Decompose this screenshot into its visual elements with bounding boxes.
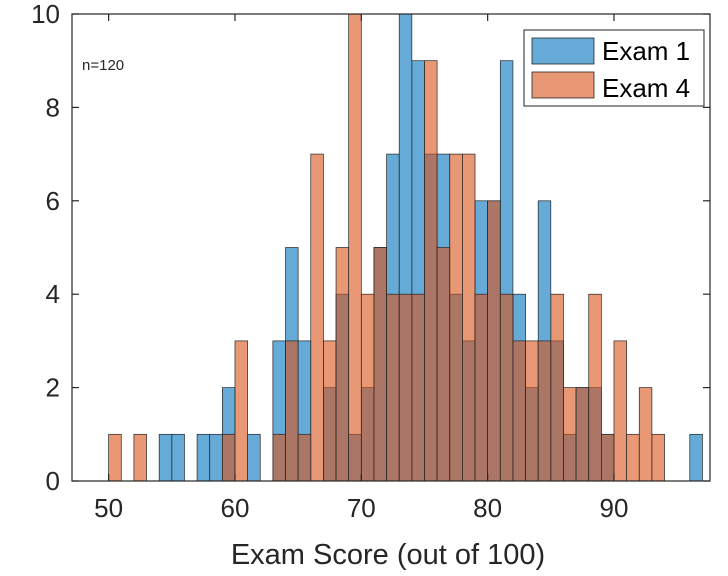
- bar-exam-1-61: [247, 433, 261, 482]
- bar-exam-1-58: [209, 433, 223, 482]
- legend: Exam 1 Exam 4: [523, 29, 705, 107]
- legend-label-exam-4: Exam 4: [602, 73, 690, 103]
- bar-exam-4-63: [272, 433, 286, 482]
- bar-exam-4-71: [373, 247, 387, 482]
- bar-exam-4-65: [297, 433, 312, 482]
- bar-exam-4-72: [386, 293, 400, 482]
- bar-exam-4-77: [449, 153, 463, 482]
- bar-exam-4-86: [563, 387, 577, 482]
- bar-exam-4-68: [335, 247, 350, 482]
- bar-exam-4-74: [411, 293, 425, 482]
- bar-exam-4-67: [323, 340, 337, 482]
- legend-swatch-exam-4: [531, 71, 595, 99]
- bar-exam-4-90: [613, 340, 627, 482]
- bar-exam-4-79: [474, 293, 488, 482]
- bar-exam-4-92: [638, 387, 653, 482]
- x-tick-label: 60: [221, 493, 250, 523]
- bar-exam-4-66: [310, 153, 324, 482]
- bar-exam-4-64: [285, 340, 299, 482]
- x-tick-label: 90: [600, 493, 629, 523]
- y-tick-label: 2: [46, 373, 60, 403]
- bar-exam-4-80: [487, 200, 501, 482]
- bar-exam-4-91: [626, 433, 640, 482]
- bar-exam-4-87: [575, 387, 590, 482]
- bar-exam-4-70: [360, 293, 375, 482]
- y-tick-label: 0: [46, 466, 60, 496]
- x-tick-label: 70: [347, 493, 376, 523]
- bar-exam-4-82: [512, 340, 526, 482]
- bar-exam-4-89: [601, 433, 615, 482]
- legend-swatch-exam-1: [531, 37, 595, 65]
- bar-exam-1-96: [689, 433, 703, 482]
- y-tick-label: 4: [46, 279, 60, 309]
- bar-exam-1-54: [158, 433, 173, 482]
- y-tick-label: 8: [46, 92, 60, 122]
- bar-exam-4-60: [234, 340, 248, 482]
- bar-exam-4-88: [588, 293, 602, 482]
- annotation-n: n=120: [82, 57, 124, 74]
- y-tick-label: 6: [46, 186, 60, 216]
- bar-exam-4-81: [499, 293, 514, 482]
- bar-exam-4-78: [462, 153, 476, 482]
- plot-frame: [71, 13, 711, 482]
- bar-exam-4-73: [398, 293, 413, 482]
- x-axis-label: Exam Score (out of 100): [231, 539, 545, 571]
- bar-exam-4-69: [348, 13, 362, 482]
- bar-exam-4-84: [537, 340, 552, 482]
- bar-exam-4-52: [133, 433, 147, 482]
- bar-exam-4-76: [436, 247, 451, 482]
- tick-labels: 50 60 70 80 90 0 2 4 6 8 10: [31, 0, 628, 523]
- bar-exam-4-85: [550, 293, 564, 482]
- bar-exam-4-83: [525, 340, 539, 482]
- bar-exam-1-57: [196, 433, 211, 482]
- x-tick-label: 80: [473, 493, 502, 523]
- bar-exam-4-50: [108, 433, 122, 482]
- bar-exam-4-59: [221, 433, 236, 482]
- bar-exam-1-55: [171, 433, 185, 482]
- x-tick-label: 50: [94, 493, 123, 523]
- bar-exam-4-93: [651, 433, 665, 482]
- legend-label-exam-1: Exam 1: [602, 36, 690, 66]
- y-tick-label: 10: [31, 0, 60, 29]
- axis-ticks: [72, 13, 710, 482]
- bar-exam-4-75: [424, 60, 438, 482]
